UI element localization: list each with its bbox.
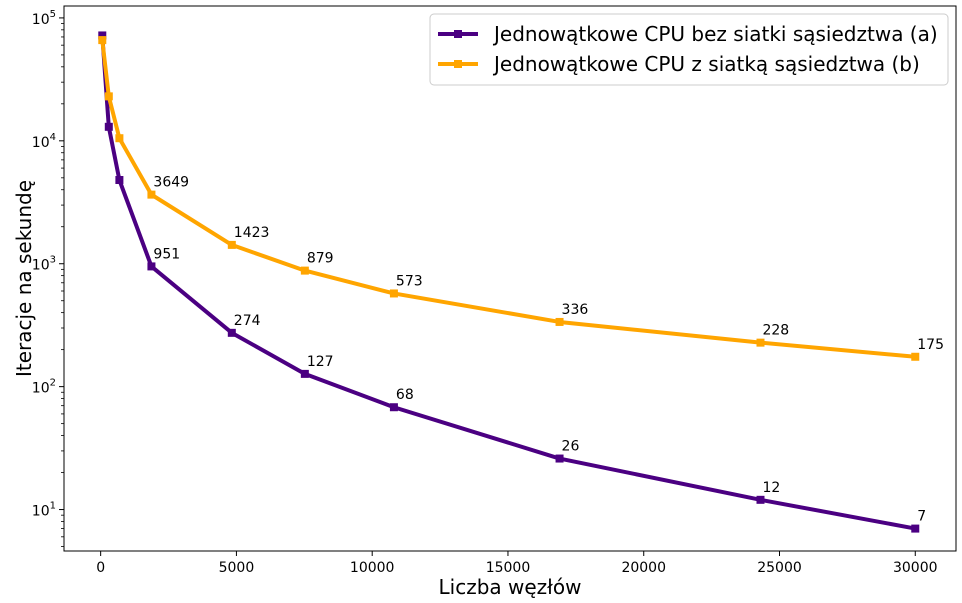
x-tick-label: 0: [96, 560, 105, 576]
x-tick-label: 10000: [350, 560, 395, 576]
series-a: [98, 31, 920, 533]
data-point-marker: [555, 317, 564, 326]
data-point-marker: [756, 338, 765, 347]
data-point-marker: [147, 190, 156, 199]
data-point-marker: [227, 240, 236, 249]
data-point-marker: [227, 328, 236, 337]
data-point-marker: [147, 262, 156, 271]
legend: Jednowątkowe CPU bez siatki sąsiedztwa (…: [429, 13, 949, 86]
y-tick-label: 102: [32, 378, 56, 397]
data-label: 274: [234, 313, 261, 329]
y-tick-exponent: 3: [50, 255, 56, 266]
y-tick-base: 10: [32, 135, 50, 151]
data-point-marker: [98, 36, 107, 45]
y-tick-label: 104: [32, 132, 56, 151]
y-tick-label: 105: [32, 9, 56, 28]
data-point-marker: [300, 369, 309, 378]
data-label: 127: [307, 354, 334, 370]
y-tick-exponent: 1: [50, 501, 56, 512]
legend-item: Jednowątkowe CPU z siatką sąsiedztwa (b): [438, 52, 920, 76]
y-tick-base: 10: [32, 258, 50, 274]
x-axis-label: Liczba węzłów: [439, 575, 582, 599]
y-tick-exponent: 4: [50, 132, 56, 143]
x-tick-label: 15000: [486, 560, 531, 576]
x-tick-label: 30000: [893, 560, 938, 576]
y-axis-label: Iteracje na sekundę: [12, 180, 36, 377]
y-tick-exponent: 5: [50, 9, 56, 20]
series-layer: [98, 31, 920, 533]
legend-swatch-marker: [454, 30, 462, 38]
y-tick-base: 10: [32, 504, 50, 520]
plot-frame: [63, 5, 957, 552]
data-label: 3649: [153, 175, 189, 191]
y-tick-label: 101: [32, 501, 56, 520]
data-point-marker: [115, 134, 124, 143]
data-point-marker: [389, 403, 398, 412]
y-tick-label: 103: [32, 255, 56, 274]
legend-swatch-marker: [454, 60, 462, 68]
data-label: 1423: [234, 225, 270, 241]
data-point-marker: [104, 92, 113, 101]
legend-label: Jednowątkowe CPU z siatką sąsiedztwa (b): [492, 52, 920, 76]
data-label: 573: [396, 273, 423, 289]
x-axis-ticks: 0 5000 10000 15000 20000 25000 30000: [96, 551, 938, 576]
data-point-marker: [98, 31, 107, 40]
data-label: 68: [396, 387, 414, 403]
data-label: 951: [153, 246, 180, 262]
data-label: 228: [762, 323, 789, 339]
y-tick-exponent: 2: [50, 378, 56, 389]
data-label: 879: [307, 251, 334, 267]
data-label: 7: [917, 509, 926, 525]
data-label: 175: [917, 337, 944, 353]
x-tick-label: 25000: [757, 560, 802, 576]
series-line: [100, 39, 916, 359]
data-point-marker: [104, 122, 113, 131]
y-tick-base: 10: [32, 381, 50, 397]
series-line: [100, 35, 916, 531]
data-label: 12: [762, 480, 780, 496]
data-point-marker: [911, 524, 920, 533]
data-label: 26: [562, 439, 580, 455]
legend-item: Jednowątkowe CPU bez siatki sąsiedztwa (…: [438, 22, 938, 46]
data-point-marker: [115, 175, 124, 184]
data-point-marker: [911, 352, 920, 361]
x-tick-label: 20000: [621, 560, 666, 576]
data-point-marker: [389, 289, 398, 298]
legend-label: Jednowątkowe CPU bez siatki sąsiedztwa (…: [492, 22, 938, 46]
data-label: 336: [562, 302, 589, 318]
data-point-marker: [756, 495, 765, 504]
series-b: [98, 36, 920, 361]
x-tick-label: 5000: [219, 560, 255, 576]
legend-box: [429, 13, 949, 86]
data-point-marker: [555, 454, 564, 463]
y-tick-base: 10: [32, 12, 50, 28]
data-point-marker: [300, 266, 309, 275]
